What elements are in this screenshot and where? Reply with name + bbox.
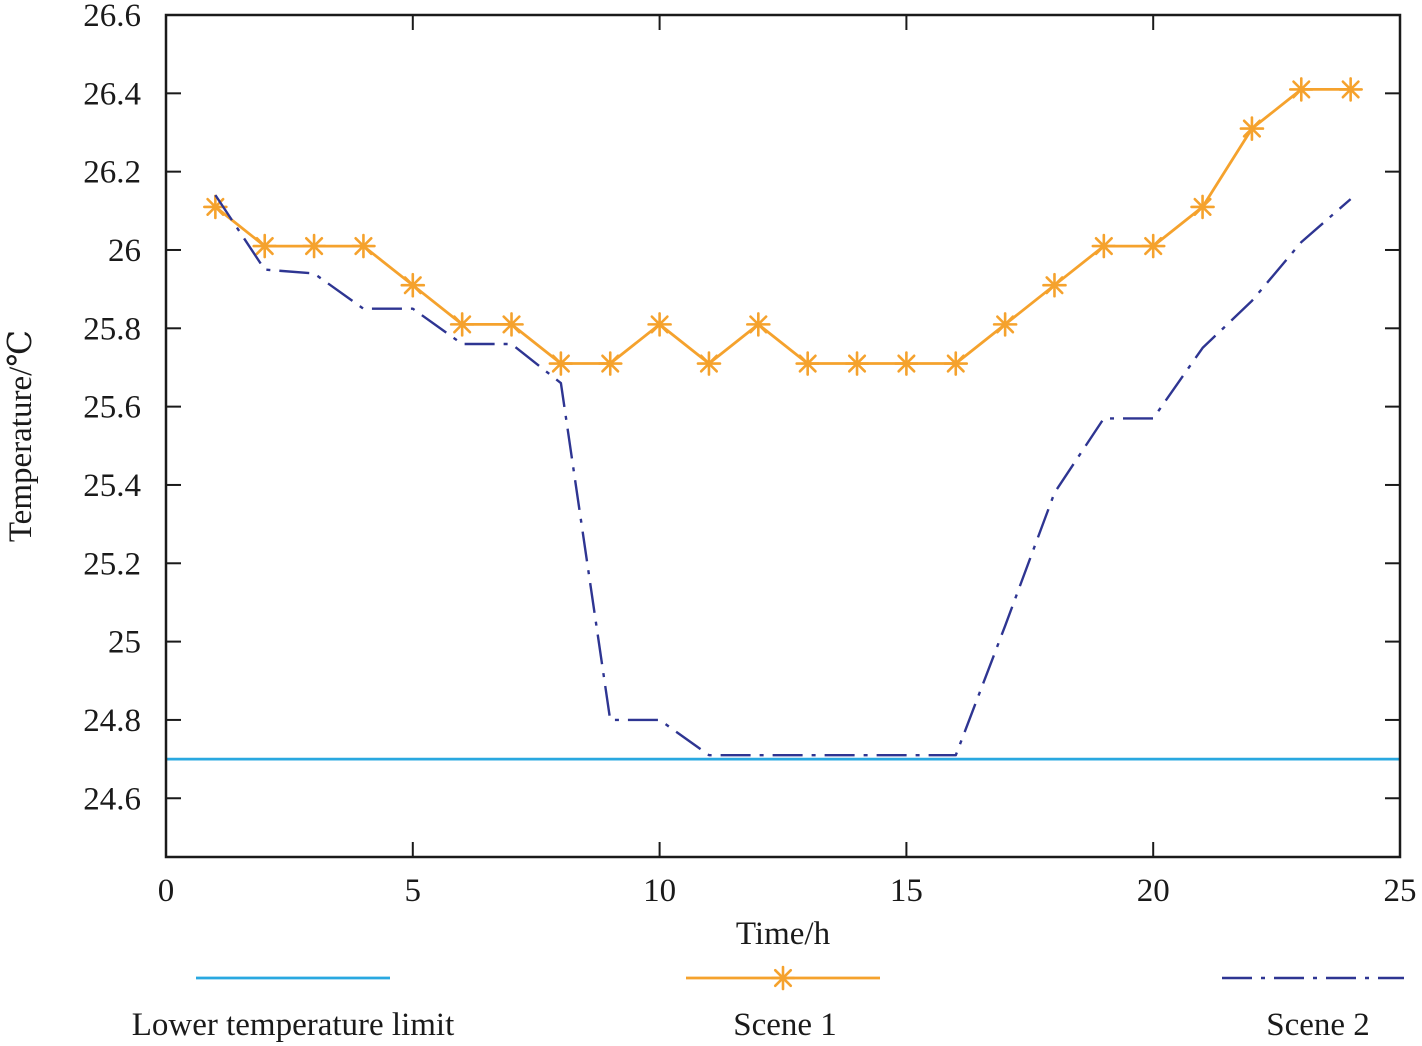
- y-tick-label: 26.6: [83, 0, 141, 34]
- data-point-scene-1: [894, 351, 919, 376]
- data-point-scene-1: [647, 312, 672, 337]
- legend-marker-scene-1: [770, 965, 796, 991]
- data-point-scene-1: [597, 351, 623, 376]
- legend-label-scene-1: Scene 1: [733, 1007, 837, 1043]
- x-axis-title: Time/h: [736, 916, 831, 952]
- legend-label-lower-limit: Lower temperature limit: [132, 1007, 455, 1043]
- y-tick-label: 25.8: [83, 311, 141, 347]
- y-tick-label: 25.2: [83, 546, 141, 582]
- y-tick-label: 25.4: [83, 468, 141, 504]
- y-tick-label: 26.2: [83, 155, 141, 191]
- series-lines: [166, 77, 1400, 761]
- tick-labels: 0 5 10 15 20 25 24.6 24.8 25 25.2 25.4 25.6 25.8 26 26…: [83, 0, 1416, 909]
- x-tick-label: 5: [405, 873, 422, 909]
- y-axis-title: Temperature/℃: [3, 330, 39, 542]
- legend-label-scene-2: Scene 2: [1266, 1007, 1370, 1043]
- data-point-scene-1: [400, 272, 426, 298]
- x-tick-label: 0: [158, 873, 175, 909]
- data-point-scene-1: [301, 233, 327, 259]
- legend: Lower temperature limit Scene 1 Scene 2: [132, 965, 1404, 1043]
- plot-frame: [164, 13, 1402, 859]
- data-point-scene-1: [696, 351, 722, 376]
- data-point-scene-1: [1091, 233, 1117, 259]
- data-point-scene-1: [795, 351, 820, 376]
- y-tick-label: 25.6: [83, 390, 141, 426]
- data-point-scene-1: [1042, 272, 1067, 298]
- legend-asterisk-icon: [770, 965, 796, 991]
- y-tick-label: 26.4: [83, 76, 141, 112]
- data-point-scene-1: [992, 312, 1018, 337]
- data-point-scene-1: [1140, 233, 1166, 259]
- x-tick-label: 10: [643, 873, 676, 909]
- legend-item-scene-1: Scene 1: [686, 965, 880, 1043]
- data-point-scene-1: [943, 351, 969, 376]
- data-point-scene-1: [746, 312, 771, 337]
- y-tick-label: 26: [108, 233, 141, 269]
- legend-item-scene-2: Scene 2: [1222, 976, 1404, 1043]
- series-line-scene-1: [214, 88, 1351, 365]
- legend-item-lower-limit: Lower temperature limit: [132, 976, 455, 1043]
- data-point-scene-1: [1338, 77, 1363, 102]
- data-point-scene-1: [548, 351, 574, 376]
- data-point-scene-1: [1288, 77, 1314, 102]
- y-tick-label: 24.6: [83, 781, 141, 817]
- data-point-scene-1: [844, 351, 870, 376]
- y-tick-label: 25: [108, 625, 141, 661]
- data-point-scene-1: [252, 233, 278, 259]
- data-point-scene-1: [351, 233, 376, 259]
- x-tick-label: 15: [890, 873, 923, 909]
- x-tick-label: 20: [1137, 873, 1170, 909]
- data-point-scene-1: [449, 312, 475, 337]
- data-point-scene-1: [1239, 116, 1265, 141]
- series-line-scene-2: [214, 194, 1352, 757]
- x-tick-label: 25: [1384, 873, 1417, 909]
- data-point-scene-1: [499, 312, 524, 337]
- axis-ticks: [165, 14, 1401, 857]
- y-tick-label: 24.8: [83, 703, 141, 739]
- data-point-scene-1: [1190, 194, 1215, 220]
